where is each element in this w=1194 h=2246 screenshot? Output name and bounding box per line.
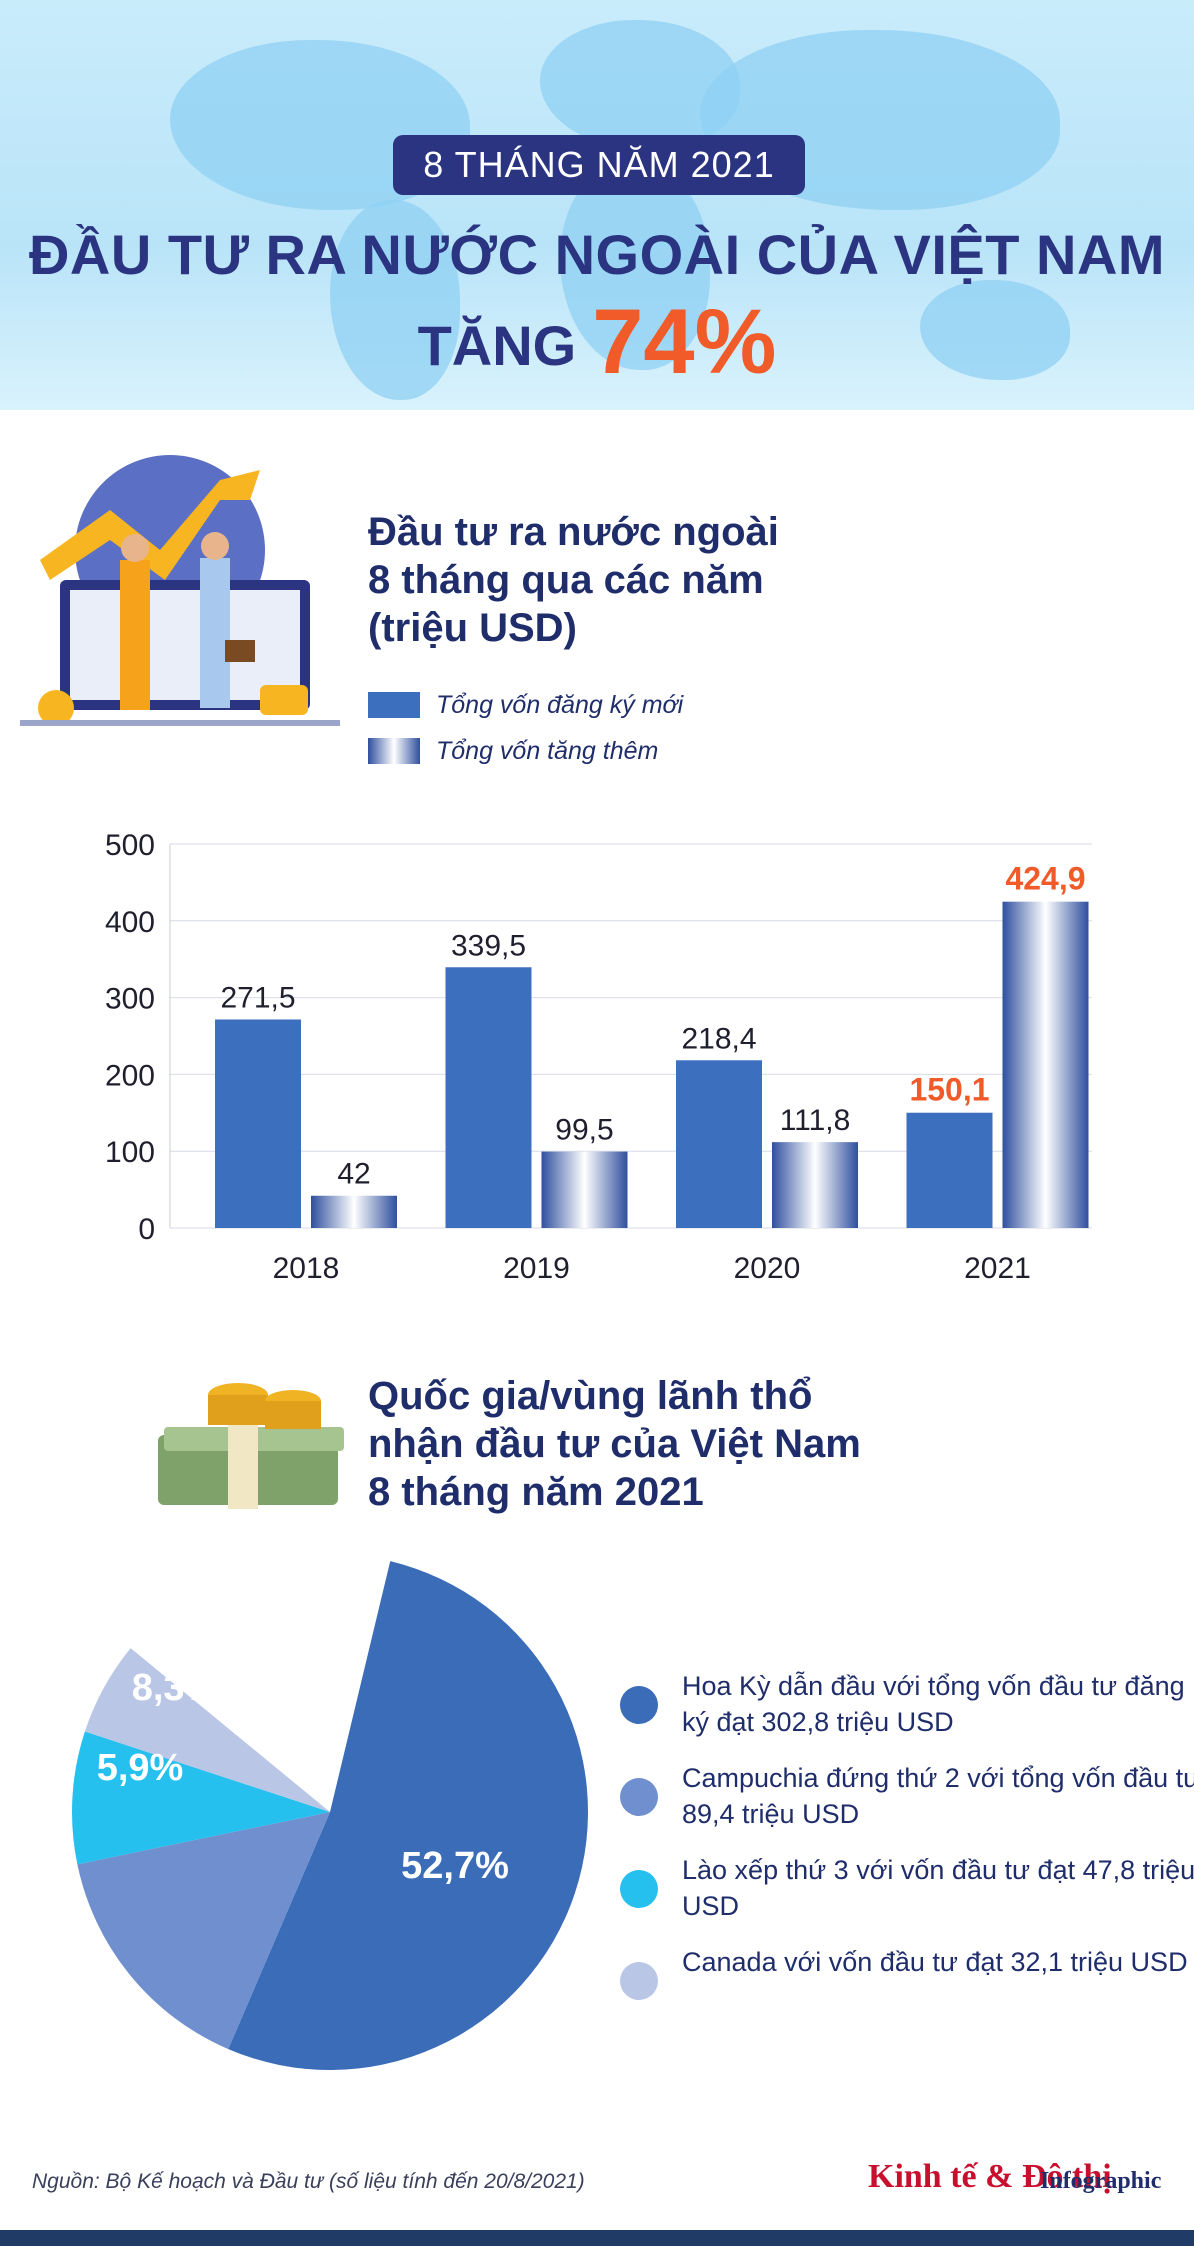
bar-value-label: 271,5 <box>220 981 295 1014</box>
growth-highlight: 74% <box>592 291 777 393</box>
y-tick-label: 500 <box>105 829 155 862</box>
source-note: Nguồn: Bộ Kế hoạch và Đầu tư (số liệu tí… <box>32 2170 585 2193</box>
bar-value-label: 42 <box>337 1158 370 1191</box>
bar-value-label: 218,4 <box>681 1022 756 1055</box>
legend-dot-canada <box>620 1962 658 2000</box>
bar-new-2019 <box>445 967 532 1228</box>
y-tick-label: 100 <box>105 1136 155 1169</box>
footer-bar <box>0 2230 1194 2246</box>
chart1-title: Đầu tư ra nước ngoài 8 tháng qua các năm… <box>368 508 779 652</box>
chart2-title-line: Quốc gia/vùng lãnh thổ <box>368 1374 813 1418</box>
legend-dot-us <box>620 1686 658 1724</box>
world-map-shape <box>560 160 710 370</box>
chart2-title-line: nhận đầu tư của Việt Nam <box>368 1422 861 1466</box>
bar-new-2020 <box>676 1060 762 1228</box>
legend-swatch-new <box>368 692 420 718</box>
world-map-shape <box>330 200 460 400</box>
hero-banner <box>0 0 1194 410</box>
bar-value-label: 150,1 <box>909 1072 989 1108</box>
y-tick-label: 300 <box>105 983 155 1016</box>
y-tick-label: 0 <box>138 1213 155 1246</box>
world-map-shape <box>920 280 1070 380</box>
pie-label-laos: 8,3% <box>132 1667 219 1709</box>
legend-dot-laos <box>620 1870 658 1908</box>
pie-slice-us <box>228 1561 589 2070</box>
title-prefix: TĂNG <box>417 314 577 377</box>
pie-label-canada: 5,9% <box>97 1747 184 1789</box>
bar-value-label: 339,5 <box>451 929 526 962</box>
bar-value-label: 99,5 <box>555 1114 613 1147</box>
legend-text-canada: Canada với vốn đầu tư đạt 32,1 triệu USD <box>682 1947 1188 1977</box>
legend-label-new: Tổng vốn đăng ký mới <box>436 691 684 719</box>
legend-swatch-added <box>368 738 420 764</box>
bar-added-2020 <box>772 1142 858 1228</box>
main-title-line2: TĂNG 74% <box>0 290 1194 395</box>
pie-label-us: 52,7% <box>401 1845 509 1887</box>
legend-text-laos: Lào xếp thứ 3 với vốn đầu tư đạt 47,8 tr… <box>682 1855 1194 1921</box>
x-tick-label: 2020 <box>734 1252 801 1285</box>
bar-chart: 0 100 200 300 400 500 271,5 42 2018 339,5 99,5 2019… <box>105 829 1092 1285</box>
legend-dot-cambodia <box>620 1778 658 1816</box>
main-title: ĐẦU TƯ RA NƯỚC NGOÀI CỦA VIỆT NAM <box>28 223 1166 286</box>
legend-text-cambodia: Campuchia đứng thứ 2 với tổng vốn đầu tư… <box>682 1763 1194 1829</box>
pie-slice-canada <box>84 1648 331 1812</box>
x-tick-label: 2018 <box>273 1252 340 1285</box>
legend-label-added: Tổng vốn tăng thêm <box>436 737 659 765</box>
pie-label-cambodia: 15,3% <box>259 1571 367 1613</box>
chart2-title: Quốc gia/vùng lãnh thổ nhận đầu tư của V… <box>368 1372 861 1516</box>
pie-chart: 52,7% 15,3% 8,3% 5,9% <box>71 1561 589 2070</box>
chart1-title-line: Đầu tư ra nước ngoài <box>368 510 779 554</box>
chart1-title-line: 8 tháng qua các năm <box>368 558 764 602</box>
bar-added-2021 <box>1002 901 1089 1228</box>
brand-logo: Kinh tế & Đô thị <box>868 2158 1112 2195</box>
period-badge: 8 THÁNG NĂM 2021 <box>393 135 805 195</box>
chart2-title-line: 8 tháng năm 2021 <box>368 1470 704 1514</box>
money-coins-illustration <box>158 1383 344 1509</box>
x-tick-label: 2021 <box>964 1252 1031 1285</box>
legend-text-us: Hoa Kỳ dẫn đầu với tổng vốn đầu tư đăng … <box>682 1671 1185 1737</box>
business-handshake-illustration <box>20 455 340 726</box>
bar-value-label: 111,8 <box>780 1104 851 1137</box>
bar-new-2018 <box>215 1019 301 1228</box>
bar-added-2019 <box>541 1151 628 1228</box>
bar-new-2021 <box>906 1112 993 1228</box>
chart1-title-line: (triệu USD) <box>368 606 577 650</box>
pie-slice-laos <box>71 1731 330 1865</box>
pie-slice-cambodia <box>77 1812 331 2050</box>
bar-value-label: 424,9 <box>1005 861 1085 897</box>
brand-suffix: Infographic <box>1040 2168 1162 2194</box>
bar-added-2018 <box>311 1195 397 1228</box>
y-tick-label: 400 <box>105 906 155 939</box>
y-tick-label: 200 <box>105 1059 155 1092</box>
x-tick-label: 2019 <box>503 1252 570 1285</box>
